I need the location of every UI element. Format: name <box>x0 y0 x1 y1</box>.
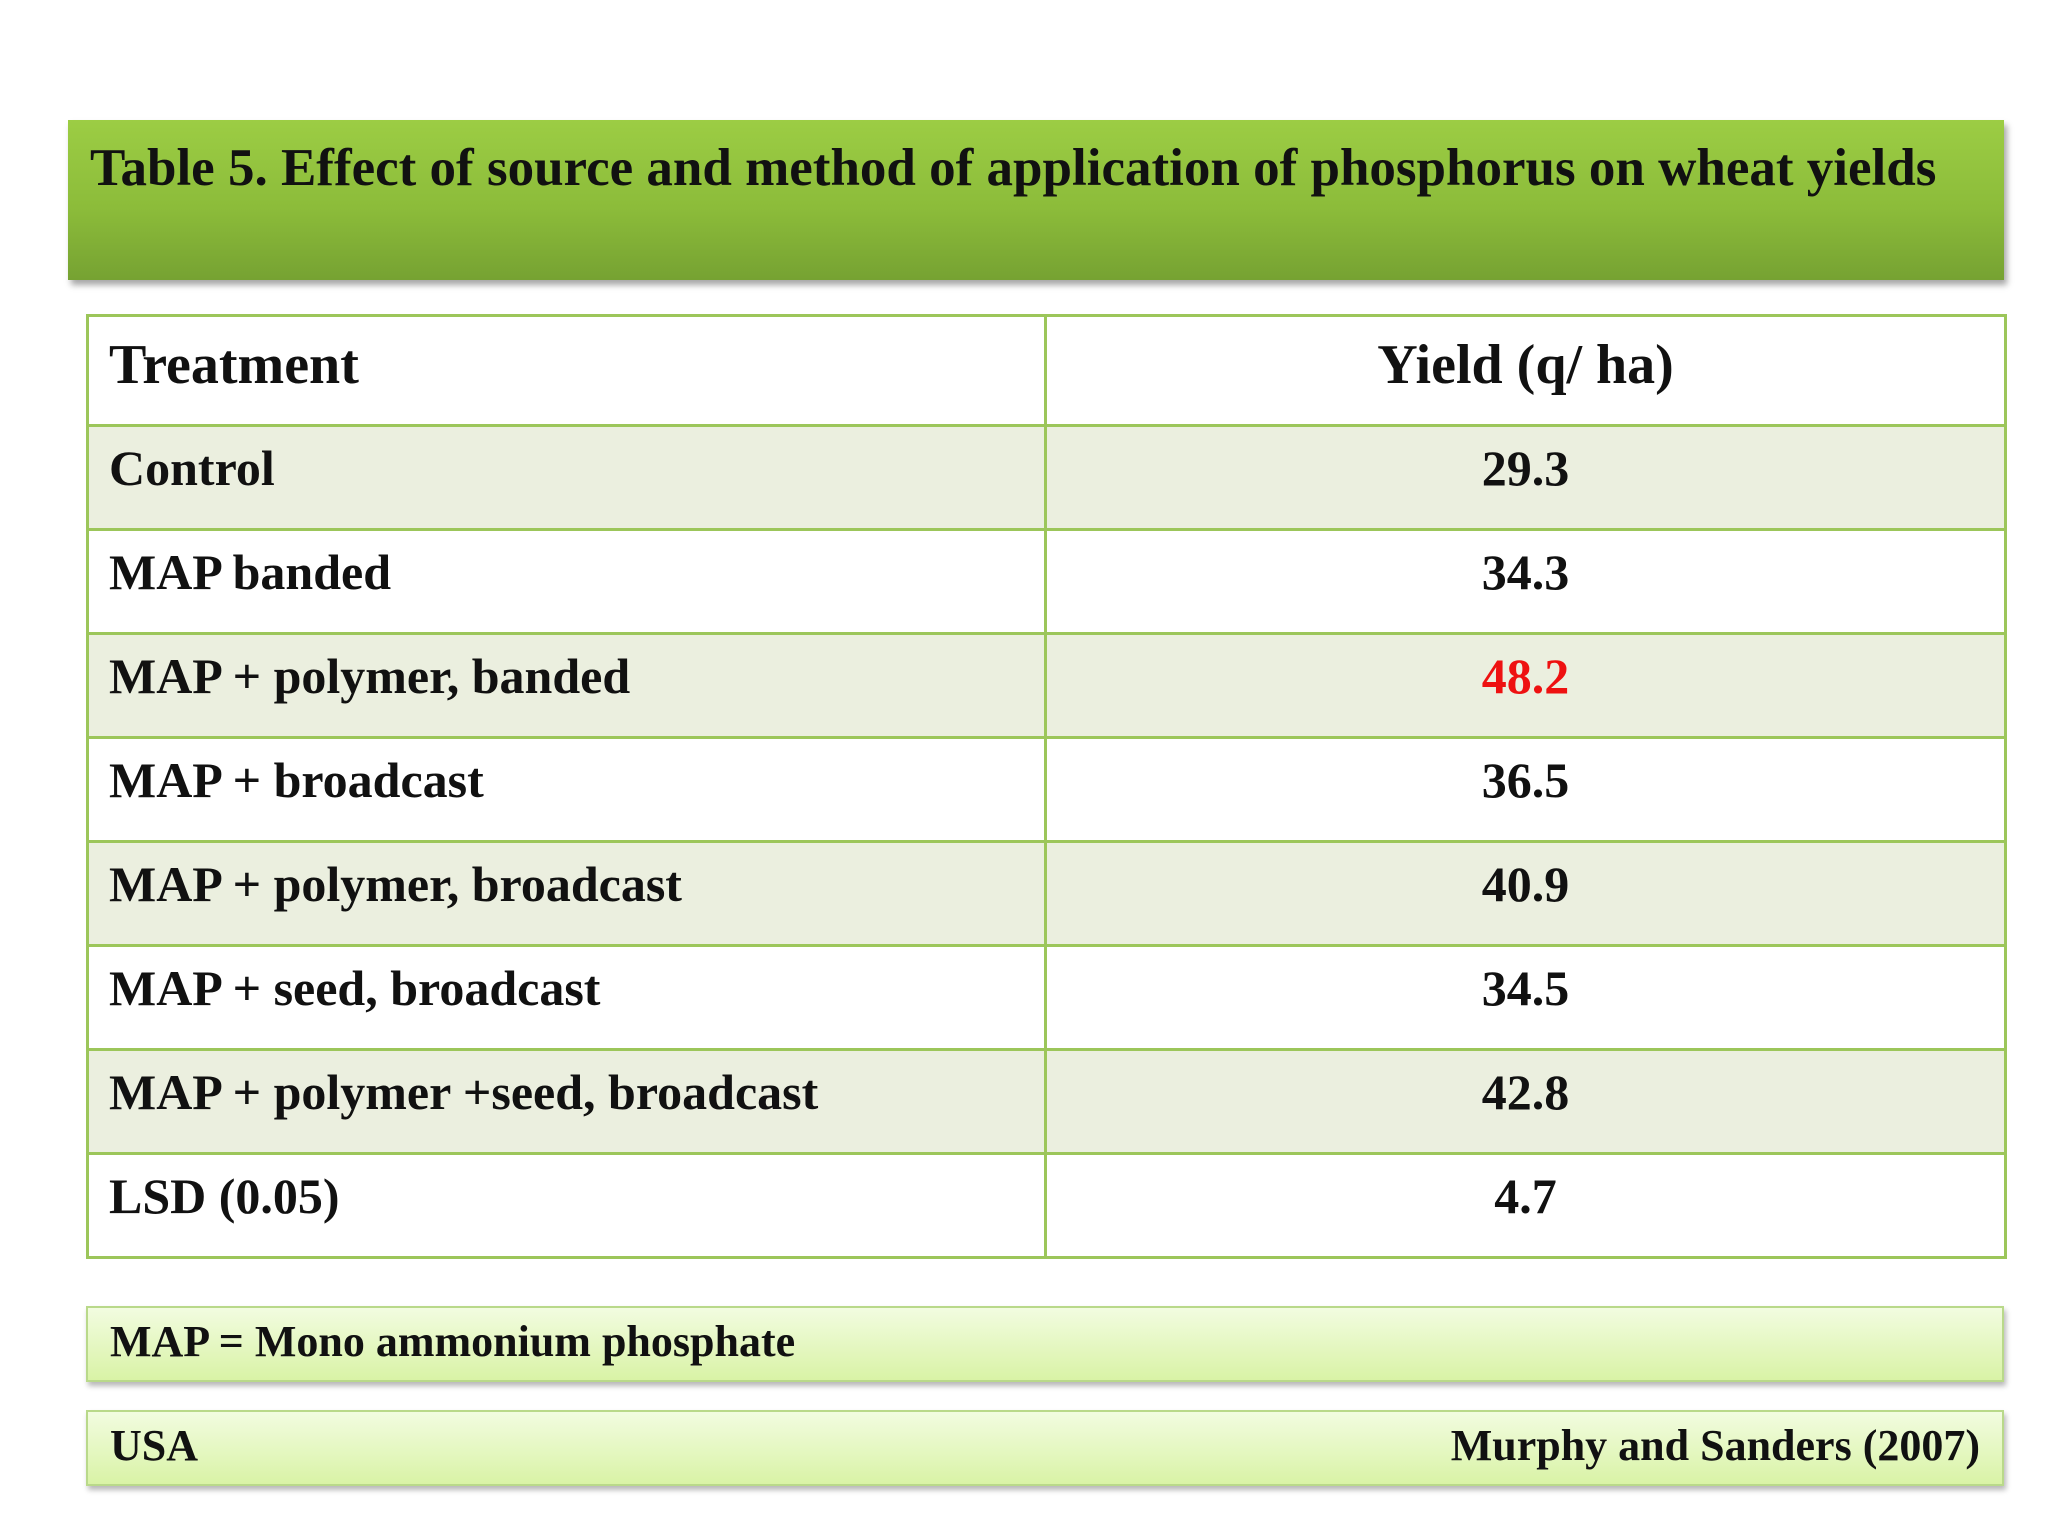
yield-value: 4.7 <box>1494 1168 1557 1224</box>
yield-cell: 48.2 <box>1044 632 2007 739</box>
header-yield: Yield (q/ ha) <box>1044 314 2007 427</box>
treatment-cell: Control <box>86 424 1047 531</box>
yield-cell: 42.8 <box>1044 1048 2007 1155</box>
header-treatment: Treatment <box>86 314 1047 427</box>
yield-cell: 4.7 <box>1044 1152 2007 1259</box>
yield-value: 42.8 <box>1481 1064 1570 1120</box>
treatment-cell: MAP + polymer, banded <box>86 632 1047 739</box>
yield-table: Treatment Yield (q/ ha) Control 29.3 MAP… <box>86 314 2007 1259</box>
treatment-cell: MAP + polymer +seed, broadcast <box>86 1048 1047 1155</box>
footer-citation: Murphy and Sanders (2007) <box>1450 1421 1980 1470</box>
table-row: MAP + broadcast 36.5 <box>86 736 2007 843</box>
yield-value: 36.5 <box>1481 752 1570 808</box>
source-footer: USA Murphy and Sanders (2007) <box>86 1410 2004 1486</box>
treatment-cell: MAP + seed, broadcast <box>86 944 1047 1051</box>
yield-cell: 29.3 <box>1044 424 2007 531</box>
table-row: Control 29.3 <box>86 424 2007 531</box>
abbreviation-note: MAP = Mono ammonium phosphate <box>86 1306 2004 1382</box>
table-row: MAP + seed, broadcast 34.5 <box>86 944 2007 1051</box>
table-row: MAP + polymer, banded 48.2 <box>86 632 2007 739</box>
yield-cell: 34.3 <box>1044 528 2007 635</box>
yield-value: 34.3 <box>1481 544 1570 600</box>
yield-value: 34.5 <box>1481 960 1570 1016</box>
table-header-row: Treatment Yield (q/ ha) <box>86 314 2007 427</box>
slide-title: Table 5. Effect of source and method of … <box>68 120 2004 280</box>
treatment-cell: MAP + polymer, broadcast <box>86 840 1047 947</box>
yield-cell: 36.5 <box>1044 736 2007 843</box>
table-row: MAP + polymer +seed, broadcast 42.8 <box>86 1048 2007 1155</box>
treatment-cell: LSD (0.05) <box>86 1152 1047 1259</box>
yield-value: 40.9 <box>1481 856 1570 912</box>
table-row-lsd: LSD (0.05) 4.7 <box>86 1152 2007 1259</box>
treatment-cell: MAP banded <box>86 528 1047 635</box>
footer-location: USA <box>110 1421 199 1470</box>
table-row: MAP banded 34.3 <box>86 528 2007 635</box>
yield-cell: 40.9 <box>1044 840 2007 947</box>
yield-value-highlighted: 48.2 <box>1481 648 1570 704</box>
table-row: MAP + polymer, broadcast 40.9 <box>86 840 2007 947</box>
yield-value: 29.3 <box>1481 440 1570 496</box>
treatment-cell: MAP + broadcast <box>86 736 1047 843</box>
yield-cell: 34.5 <box>1044 944 2007 1051</box>
